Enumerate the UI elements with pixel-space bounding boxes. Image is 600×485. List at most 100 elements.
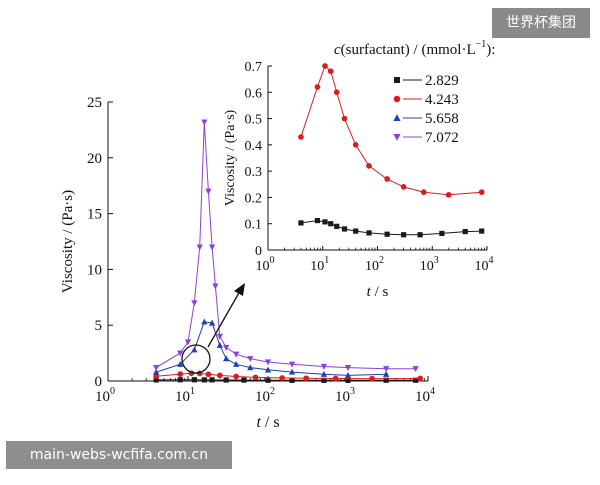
main-point-2.829 <box>209 377 215 383</box>
inset-x-tick-label: 104 <box>475 255 494 274</box>
main-x-tick-label: 100 <box>95 386 115 405</box>
main-point-2.829 <box>223 377 229 383</box>
inset-x-tick-label: 100 <box>256 255 275 274</box>
main-point-2.829 <box>345 377 351 383</box>
main-point-4.243 <box>177 371 184 377</box>
inset-y-tick-label: 0.7 <box>245 60 263 75</box>
main-y-tick-label: 0 <box>95 374 103 390</box>
main-point-2.829 <box>201 377 207 383</box>
main-point-7.072 <box>208 244 216 251</box>
main-y-tick-label: 5 <box>95 318 103 334</box>
main-point-5.658 <box>201 318 208 325</box>
main-point-2.829 <box>177 377 183 383</box>
main-y-tick-label: 10 <box>87 262 102 278</box>
main-point-5.658 <box>223 355 230 362</box>
inset-point-4.243 <box>478 189 485 196</box>
inset-point-2.829 <box>334 223 340 229</box>
zoom-arrow-line <box>207 290 241 348</box>
main-point-4.243 <box>153 373 160 380</box>
main-point-4.243 <box>417 375 424 382</box>
main-point-7.072 <box>205 188 212 195</box>
inset-y-tick-label: 0.1 <box>245 218 263 233</box>
main-point-7.072 <box>264 359 272 366</box>
main-point-7.072 <box>216 333 223 340</box>
main-point-7.072 <box>201 119 208 126</box>
main-point-7.072 <box>223 344 230 351</box>
main-chart: 100 101 102 103 104 0 5 10 15 20 25 t / s Viscosity … <box>60 95 435 431</box>
inset-point-2.829 <box>353 228 359 234</box>
inset-point-4.243 <box>298 134 304 140</box>
inset-y-tick-label: 0 <box>255 244 262 259</box>
main-point-7.072 <box>184 339 192 346</box>
main-point-2.829 <box>413 377 419 383</box>
legend-marker-5.658 <box>393 114 401 121</box>
legend-label-4.243: 4.243 <box>425 92 459 108</box>
legend-marker-4.243 <box>393 95 401 103</box>
inset-point-2.829 <box>366 230 372 236</box>
inset-point-2.829 <box>384 231 390 237</box>
legend-marker-7.072 <box>393 134 401 141</box>
main-point-4.243 <box>303 375 310 382</box>
inset-x-tick-label: 103 <box>420 255 439 274</box>
main-y-tick-label: 25 <box>87 95 102 111</box>
main-point-7.072 <box>412 366 419 373</box>
inset-point-4.243 <box>420 189 427 196</box>
watermark-top: 世界杯集团 <box>492 8 590 38</box>
main-point-4.243 <box>252 374 259 381</box>
main-point-7.072 <box>191 300 198 307</box>
inset-series-line-2.829 <box>300 220 482 236</box>
main-x-tick-label: 104 <box>415 386 435 405</box>
inset-point-4.243 <box>322 63 328 69</box>
inset-point-2.829 <box>479 228 485 234</box>
main-x-tick-label: 103 <box>335 386 355 405</box>
main-x-label: t / s <box>256 414 279 431</box>
watermark-bottom: main-webs-wcfifa.com.cn <box>6 441 232 469</box>
main-point-7.072 <box>344 365 352 371</box>
inset-y-tick-label: 0.6 <box>245 86 263 101</box>
main-point-7.072 <box>383 366 390 373</box>
main-point-5.658 <box>208 319 216 326</box>
main-point-5.658 <box>191 346 198 353</box>
inset-point-2.829 <box>401 232 407 238</box>
main-point-5.658 <box>383 370 390 377</box>
inset-point-2.829 <box>322 219 328 225</box>
legend-marker-2.829 <box>394 77 400 83</box>
main-point-7.072 <box>247 356 254 363</box>
inset-point-4.243 <box>333 89 340 96</box>
main-point-4.243 <box>279 375 285 381</box>
main-x-tick-label: 102 <box>255 386 275 405</box>
main-point-2.829 <box>383 377 389 383</box>
inset-point-2.829 <box>462 229 468 235</box>
main-point-5.658 <box>320 370 328 377</box>
main-point-2.829 <box>321 377 327 383</box>
main-point-7.072 <box>320 363 328 370</box>
inset-y-tick-label: 0.2 <box>245 191 263 206</box>
inset-point-2.829 <box>314 217 321 224</box>
inset-point-4.243 <box>384 176 391 182</box>
main-point-2.829 <box>191 377 197 383</box>
main-point-5.658 <box>216 341 223 348</box>
inset-y-tick-label: 0.4 <box>245 139 263 154</box>
inset-x-tick-label: 101 <box>310 255 329 274</box>
inset-point-2.829 <box>298 220 304 226</box>
inset-point-4.243 <box>445 191 452 198</box>
inset-point-4.243 <box>314 84 321 90</box>
main-y-label: Viscosity / (Pa·s) <box>60 190 76 293</box>
legend-label-5.658: 5.658 <box>425 111 459 127</box>
inset-chart: 100 101 102 103 104 0 0.1 0.2 0.3 0.4 0.5 0.6 0.7 t /… <box>223 39 495 300</box>
main-point-2.829 <box>153 377 159 383</box>
main-point-4.243 <box>332 375 339 382</box>
main-point-7.072 <box>288 361 296 368</box>
main-point-7.072 <box>196 244 203 251</box>
main-point-2.829 <box>265 377 271 383</box>
inset-point-4.243 <box>327 68 334 75</box>
main-point-7.072 <box>177 350 184 357</box>
main-point-5.658 <box>264 366 272 373</box>
inset-point-2.829 <box>417 232 423 238</box>
main-y-tick-label: 15 <box>87 207 102 223</box>
inset-point-4.243 <box>341 115 348 122</box>
inset-point-2.829 <box>439 230 445 237</box>
inset-point-4.243 <box>366 163 372 169</box>
legend-label-7.072: 7.072 <box>425 130 459 146</box>
